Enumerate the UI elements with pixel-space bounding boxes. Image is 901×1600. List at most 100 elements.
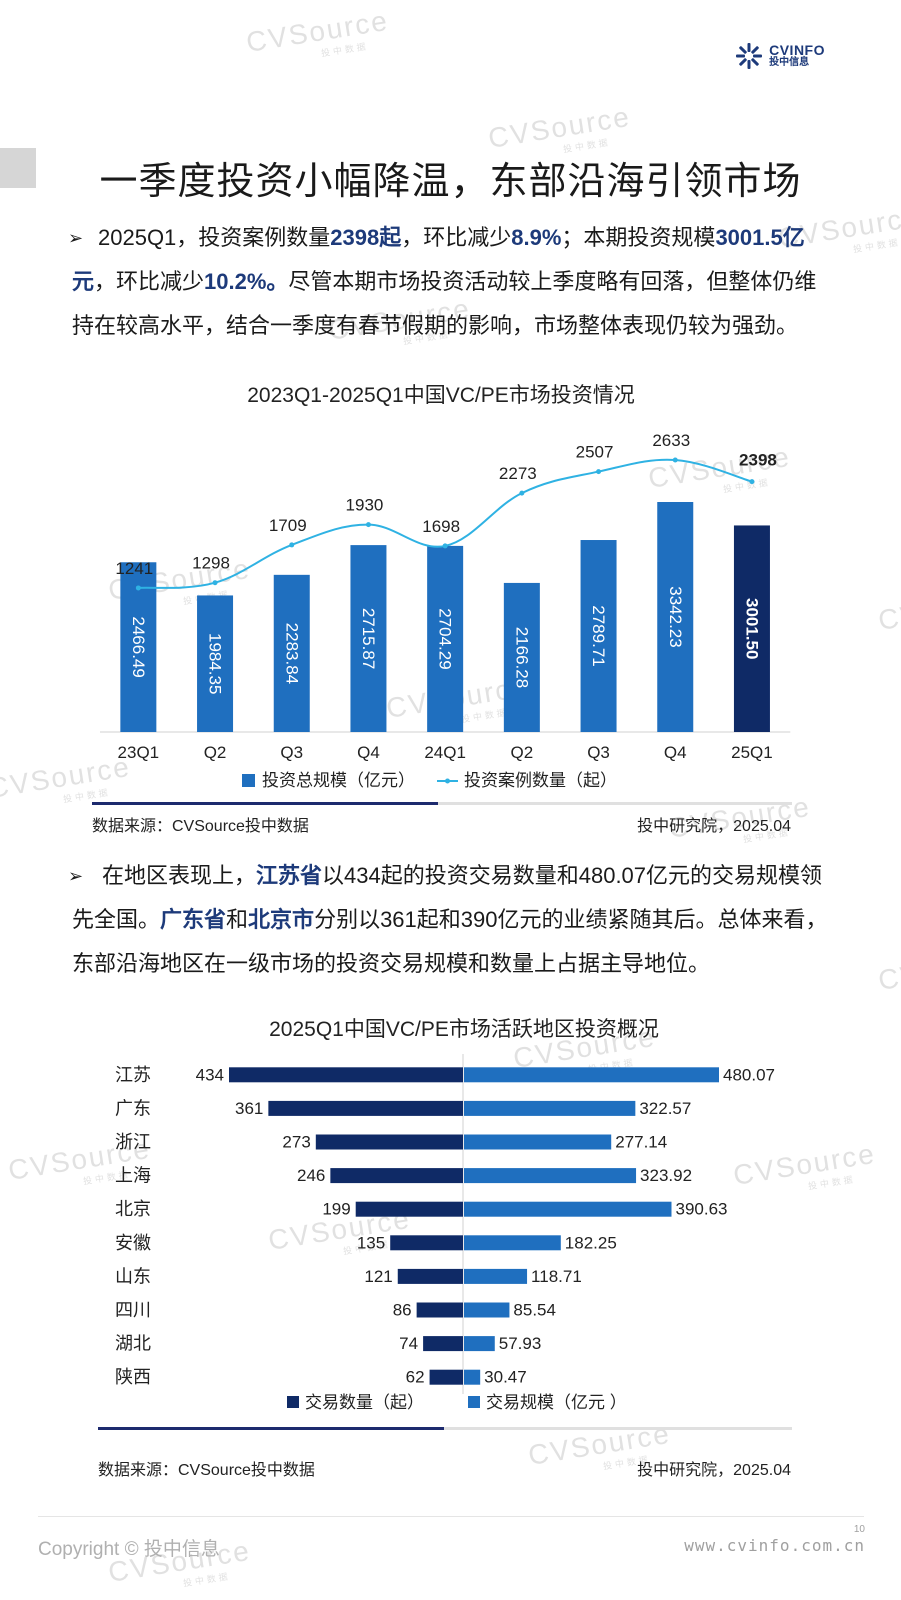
bar-deal-amount (464, 1235, 561, 1251)
category-label: 上海 (115, 1166, 151, 1186)
category-label: 陕西 (115, 1367, 151, 1387)
bar-value-label: 322.57 (639, 1099, 691, 1118)
line-value-label: 1930 (346, 496, 384, 515)
bar-value-label: 2789.71 (589, 605, 608, 666)
svg-text:CVSource: CVSource (244, 5, 391, 58)
paragraph-text: 在地区表现上， (102, 863, 257, 888)
bar-deal-count (423, 1336, 463, 1352)
svg-text:CVSource: CVSource (486, 101, 633, 154)
paragraph-text: 以434起的投资交易数量和480.07亿元的交易规模领先全国。 (72, 863, 823, 932)
paragraph-text: 尽管本期市场投资活动较上季度略有回落，但整体仍维持在较高水平，结合一季度有春节假… (72, 269, 817, 338)
bar-value-label: 323.92 (640, 1166, 692, 1185)
arrow-bullet-icon: ➢ (68, 866, 84, 886)
paragraph-text: ；本期投资规模 (561, 225, 716, 250)
category-label: 北京 (115, 1199, 151, 1219)
bar-value-label: 86 (393, 1301, 412, 1320)
bar (350, 545, 387, 732)
chart-title: 2023Q1-2025Q1中国VC/PE市场投资情况 (247, 384, 634, 407)
line-point (135, 585, 141, 591)
cvinfo-logo: CVINFO 投中信息 (735, 42, 825, 70)
footer-divider (38, 1516, 864, 1517)
bar-deal-amount (464, 1067, 719, 1083)
bar-deal-count (390, 1235, 463, 1251)
bar-deal-count (315, 1134, 463, 1150)
arrow-bullet-icon: ➢ (68, 228, 84, 248)
line-point (289, 542, 295, 548)
line-value-label: 2273 (499, 464, 537, 483)
legend-line-marker (445, 778, 450, 784)
legend-label: 交易数量（起） (305, 1393, 424, 1412)
legend-label: 投资总规模（亿元） (262, 771, 415, 790)
watermark: CVSource投中数据 (244, 5, 391, 59)
legend-bar-swatch (242, 774, 255, 787)
bar (197, 595, 234, 732)
bar-deal-amount (464, 1369, 481, 1385)
x-tick-label: Q2 (204, 743, 227, 762)
legend-label: 投资案例数量（起） (464, 771, 617, 790)
svg-text:投中数据: 投中数据 (320, 40, 369, 58)
bar-value-label: 135 (357, 1233, 385, 1252)
bar-value-label: 2715.87 (359, 608, 378, 669)
bar-value-label: 3342.23 (666, 586, 685, 647)
bar-deal-count (330, 1168, 463, 1184)
line-value-label: 2398 (739, 451, 777, 470)
bar-value-label: 480.07 (723, 1065, 775, 1084)
paragraph-body: 在地区表现上，江苏省以434起的投资交易数量和480.07亿元的交易规模领先全国… (72, 854, 832, 986)
paragraph-text: ，环比减少 (401, 225, 512, 250)
paragraph-region-summary: ➢ 在地区表现上，江苏省以434起的投资交易数量和480.07亿元的交易规模领先… (68, 854, 832, 986)
bar-deal-count (397, 1268, 463, 1284)
highlight-text: 广东省 (160, 907, 227, 932)
bar (657, 502, 694, 732)
bar-deal-count (229, 1067, 463, 1083)
x-tick-label: 25Q1 (731, 743, 773, 762)
line-point (596, 469, 602, 475)
bar (580, 540, 617, 732)
bar-value-label: 2466.49 (129, 616, 148, 677)
bar-value-label: 121 (364, 1267, 392, 1286)
website-link[interactable]: www.cvinfo.com.cn (684, 1536, 865, 1555)
bar-value-label: 361 (235, 1099, 263, 1118)
legend-swatch (468, 1396, 480, 1408)
chart2-org: 投中研究院，2025.04 (637, 1462, 791, 1479)
bar-deal-count (416, 1302, 463, 1318)
line-point (672, 457, 678, 463)
svg-text:CVSource: CVSource (876, 943, 901, 996)
svg-text:投中数据: 投中数据 (852, 236, 901, 254)
bar (733, 525, 770, 732)
bar-value-label: 273 (282, 1133, 310, 1152)
chart1-source: 数据来源：CVSource投中数据 (92, 818, 309, 835)
bar-value-label: 1984.35 (206, 633, 225, 694)
bar-value-label: 2166.28 (512, 627, 531, 688)
bar-value-label: 199 (322, 1200, 350, 1219)
bar-value-label: 246 (297, 1166, 325, 1185)
bar-deal-amount (464, 1134, 612, 1150)
line-value-label: 1241 (115, 559, 153, 578)
highlight-text: 10.2%。 (204, 269, 289, 294)
line-point (442, 543, 448, 549)
paragraph-text: 分别以361起和390亿元的业绩紧随其后。总体来看，东部沿海地区在一级市场的投资… (72, 907, 828, 976)
bar-deal-count (268, 1100, 463, 1116)
bar-deal-count (355, 1201, 463, 1217)
legend-swatch (287, 1396, 299, 1408)
x-tick-label: 23Q1 (118, 743, 160, 762)
line-point (519, 490, 525, 496)
bar (120, 562, 157, 732)
cvinfo-logo-icon (736, 43, 763, 69)
bar-value-label: 182.25 (565, 1233, 617, 1252)
bar-value-label: 434 (196, 1065, 224, 1084)
bar-deal-amount (464, 1268, 528, 1284)
source-divider (92, 802, 792, 805)
source-divider (98, 1427, 792, 1430)
bar-deal-amount (464, 1302, 510, 1318)
svg-text:投中数据: 投中数据 (182, 1570, 231, 1588)
bar (427, 545, 464, 732)
bar-deal-amount (464, 1336, 495, 1352)
highlight-text: 2398起 (330, 225, 402, 250)
line-value-label: 1298 (192, 554, 230, 573)
category-label: 四川 (115, 1300, 151, 1320)
x-tick-label: Q4 (357, 743, 380, 762)
line-point (749, 479, 755, 485)
paragraph-investment-summary: ➢ 2025Q1，投资案例数量2398起，环比减少8.9%；本期投资规模3001… (68, 216, 832, 348)
x-tick-label: Q2 (511, 743, 534, 762)
